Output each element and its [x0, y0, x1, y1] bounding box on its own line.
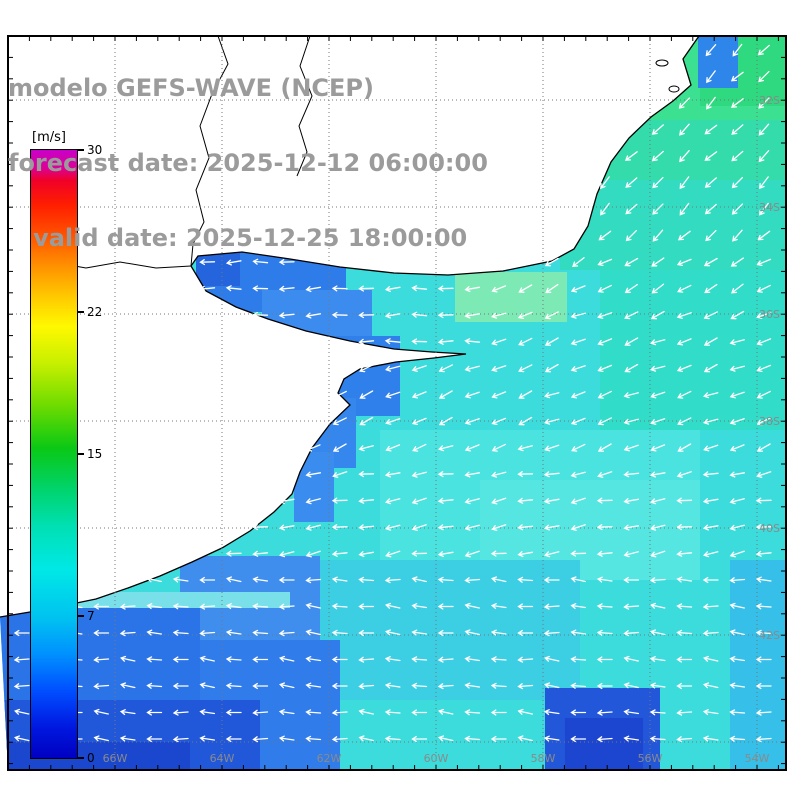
latitude-label: 40S [759, 522, 780, 535]
longitude-label: 56W [638, 752, 663, 765]
coastal-lagoon [668, 85, 680, 93]
longitude-label: 64W [210, 752, 235, 765]
colorbar-tickmark [78, 757, 84, 759]
wind-arrows [13, 43, 772, 743]
latitude-label: 32S [759, 94, 780, 107]
colorbar-tick-label: 0 [87, 751, 95, 765]
colorbar-tick-label: 30 [87, 143, 103, 157]
longitude-label: 58W [531, 752, 556, 765]
longitude-label: 62W [317, 752, 342, 765]
colorbar-tick: 15 [78, 447, 102, 461]
longitude-label: 54W [745, 752, 770, 765]
colorbar-tick: 22 [78, 305, 102, 319]
colorbar-tick: 0 [78, 751, 95, 765]
colorbar-tick: 30 [78, 143, 102, 157]
colorbar-tick-label: 15 [87, 447, 103, 461]
river-line [296, 35, 313, 177]
colorbar-tickmark [78, 615, 84, 618]
colorbar-tick: 7 [78, 609, 95, 623]
map-frame [7, 35, 787, 771]
colorbar-tickmark [78, 149, 84, 151]
colorbar-tickmark [78, 453, 84, 455]
longitude-label: 60W [424, 752, 449, 765]
colorbar-unit-label: [m/s] [32, 130, 66, 145]
frame-ticks [8, 36, 786, 770]
coastal-lagoon [655, 59, 669, 67]
latitude-label: 36S [759, 308, 780, 321]
latitude-label: 34S [759, 201, 780, 214]
colorbar: [m/s] 30 22 15 7 0 [30, 130, 102, 765]
longitude-label: 66W [103, 752, 128, 765]
coastline [0, 35, 700, 618]
river-line [190, 35, 229, 267]
colorbar-tickmark [78, 311, 84, 314]
latitude-label: 38S [759, 415, 780, 428]
colorbar-tick-label: 7 [87, 609, 95, 624]
colorbar-gradient [30, 149, 78, 759]
colorbar-tick-label: 22 [87, 305, 103, 320]
latitude-label: 42S [759, 629, 780, 642]
colorbar-bar-wrapper: 30 22 15 7 0 [30, 143, 102, 765]
